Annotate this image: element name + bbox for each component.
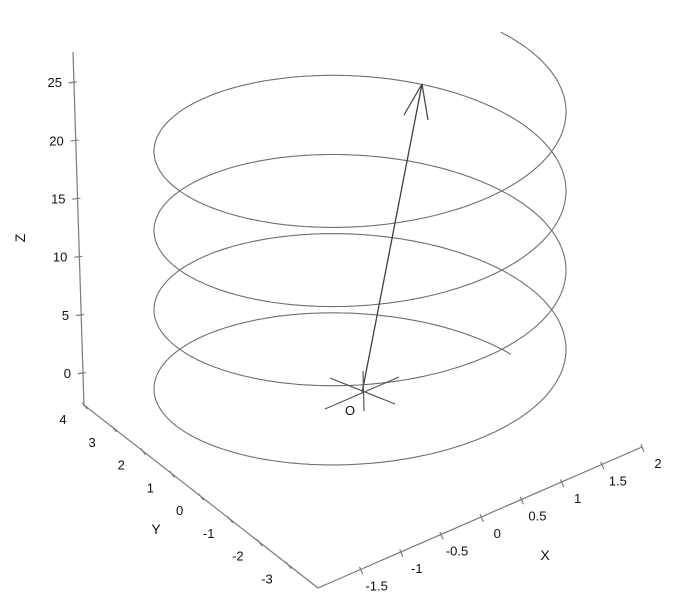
x-axis-tick-label: 1.5 [609, 473, 627, 488]
x-axis-tick [519, 496, 525, 505]
y-axis-tick [81, 402, 88, 410]
x-axis-label: X [540, 547, 550, 563]
z-axis-label: Z [12, 233, 28, 242]
helix-curve-group [153, 31, 567, 466]
y-axis-tick [227, 516, 234, 524]
y-axis-tick-label: 4 [59, 412, 66, 427]
x-axis-tick-label: 1 [574, 491, 581, 506]
z-axis-tick [75, 313, 85, 317]
x-axis-tick [439, 531, 444, 540]
origin-marker-group [324, 370, 400, 412]
z-axis-tick [77, 372, 86, 375]
x-axis-tick [479, 514, 484, 523]
y-axis-label: Y [151, 521, 161, 537]
y-axis-tick [198, 493, 205, 501]
x-axis-line [317, 446, 643, 589]
z-axis-tick-label: 0 [64, 366, 71, 381]
vector-arrow-group [361, 83, 429, 394]
x-axis-tick [600, 461, 605, 470]
y-axis-tick [285, 561, 292, 569]
x-axis-tick [559, 479, 565, 488]
helix-curve [153, 31, 567, 466]
z-axis-tick [68, 81, 77, 84]
x-axis-tick-label: -1 [411, 561, 423, 576]
y-axis-tick-label: 1 [147, 480, 154, 495]
y-axis-tick-label: -1 [203, 526, 215, 541]
z-axis-tick-label: 5 [62, 308, 69, 323]
x-axis-tick-label: -0.5 [446, 543, 468, 558]
y-axis-tick [140, 448, 146, 456]
x-axis-tick-label: 0.5 [528, 508, 546, 523]
y-axis-tick [169, 470, 176, 478]
z-axis-tick [70, 139, 79, 142]
z-axis-tick [72, 197, 81, 200]
y-axis-tick-label: 2 [118, 458, 125, 473]
x-axis-tick [399, 549, 404, 558]
vector-arrow-shaft [361, 83, 423, 394]
z-axis-line [72, 51, 85, 407]
z-axis-tick-label: 10 [53, 250, 67, 265]
vector-arrowhead-barb [421, 83, 429, 121]
z-axis-tick-label: 15 [51, 192, 65, 207]
vector-arrowhead-barb [403, 83, 423, 116]
z-axis-tick [74, 255, 83, 258]
x-axis-tick [640, 444, 645, 453]
axes-group [68, 51, 645, 589]
origin-point-label: O [345, 403, 355, 418]
y-axis-tick [110, 425, 117, 433]
origin-marker-stroke [362, 370, 365, 412]
z-axis-tick-label: 20 [49, 133, 63, 148]
y-axis-tick-label: 0 [176, 503, 183, 518]
y-axis-tick-label: -3 [261, 572, 273, 587]
y-axis-tick [256, 539, 263, 547]
origin-marker-stroke [324, 376, 400, 410]
y-axis-tick-label: -2 [232, 549, 244, 564]
y-axis-tick-label: 3 [89, 435, 96, 450]
x-axis-tick [358, 566, 364, 575]
origin-marker-stroke [329, 377, 396, 405]
x-axis-tick-label: 0 [494, 526, 501, 541]
x-axis-tick-label: 2 [654, 456, 661, 471]
z-axis-tick-label: 25 [47, 75, 61, 90]
x-axis-tick-label: -1.5 [365, 578, 387, 593]
